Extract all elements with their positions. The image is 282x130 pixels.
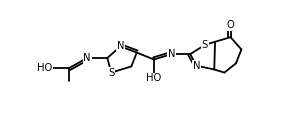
Text: O: O xyxy=(227,20,234,30)
Text: HO: HO xyxy=(146,73,162,83)
Text: N: N xyxy=(117,41,124,51)
Text: N: N xyxy=(193,61,200,71)
Text: HO: HO xyxy=(37,63,52,73)
Text: N: N xyxy=(83,53,91,63)
Text: N: N xyxy=(168,49,175,59)
Text: S: S xyxy=(108,68,114,78)
Text: S: S xyxy=(202,40,208,50)
